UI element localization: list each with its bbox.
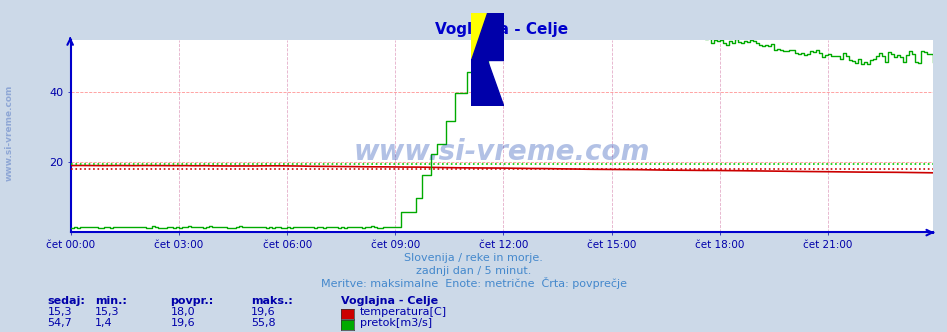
Title: Voglajna - Celje: Voglajna - Celje bbox=[436, 22, 568, 37]
Text: 55,8: 55,8 bbox=[251, 318, 276, 328]
Text: www.si-vreme.com: www.si-vreme.com bbox=[353, 137, 651, 166]
Text: Meritve: maksimalne  Enote: metrične  Črta: povprečje: Meritve: maksimalne Enote: metrične Črta… bbox=[320, 277, 627, 289]
Text: 15,3: 15,3 bbox=[95, 307, 119, 317]
Text: povpr.:: povpr.: bbox=[170, 296, 214, 306]
Text: 19,6: 19,6 bbox=[251, 307, 276, 317]
Text: zadnji dan / 5 minut.: zadnji dan / 5 minut. bbox=[416, 266, 531, 276]
Text: 18,0: 18,0 bbox=[170, 307, 195, 317]
Text: Slovenija / reke in morje.: Slovenija / reke in morje. bbox=[404, 253, 543, 263]
Polygon shape bbox=[471, 13, 504, 60]
Polygon shape bbox=[488, 13, 504, 60]
Polygon shape bbox=[471, 60, 504, 106]
Text: 54,7: 54,7 bbox=[47, 318, 72, 328]
Text: sedaj:: sedaj: bbox=[47, 296, 85, 306]
Text: www.si-vreme.com: www.si-vreme.com bbox=[5, 85, 14, 181]
Text: min.:: min.: bbox=[95, 296, 127, 306]
Text: 15,3: 15,3 bbox=[47, 307, 72, 317]
Text: 1,4: 1,4 bbox=[95, 318, 113, 328]
Text: pretok[m3/s]: pretok[m3/s] bbox=[360, 318, 432, 328]
Text: maks.:: maks.: bbox=[251, 296, 293, 306]
Text: 19,6: 19,6 bbox=[170, 318, 195, 328]
Text: temperatura[C]: temperatura[C] bbox=[360, 307, 447, 317]
Text: Voglajna - Celje: Voglajna - Celje bbox=[341, 296, 438, 306]
Polygon shape bbox=[471, 13, 488, 60]
